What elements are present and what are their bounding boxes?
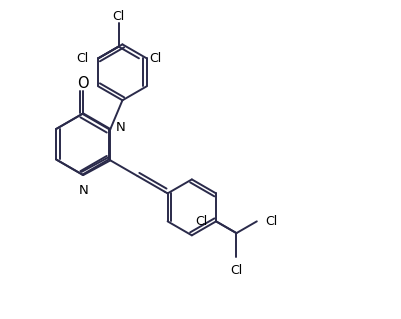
Text: Cl: Cl: [112, 10, 124, 23]
Text: O: O: [77, 76, 89, 91]
Text: N: N: [78, 184, 88, 197]
Text: Cl: Cl: [194, 215, 207, 228]
Text: Cl: Cl: [149, 52, 161, 65]
Text: Cl: Cl: [230, 264, 242, 277]
Text: Cl: Cl: [265, 215, 277, 228]
Text: N: N: [115, 121, 125, 134]
Text: Cl: Cl: [76, 52, 88, 65]
